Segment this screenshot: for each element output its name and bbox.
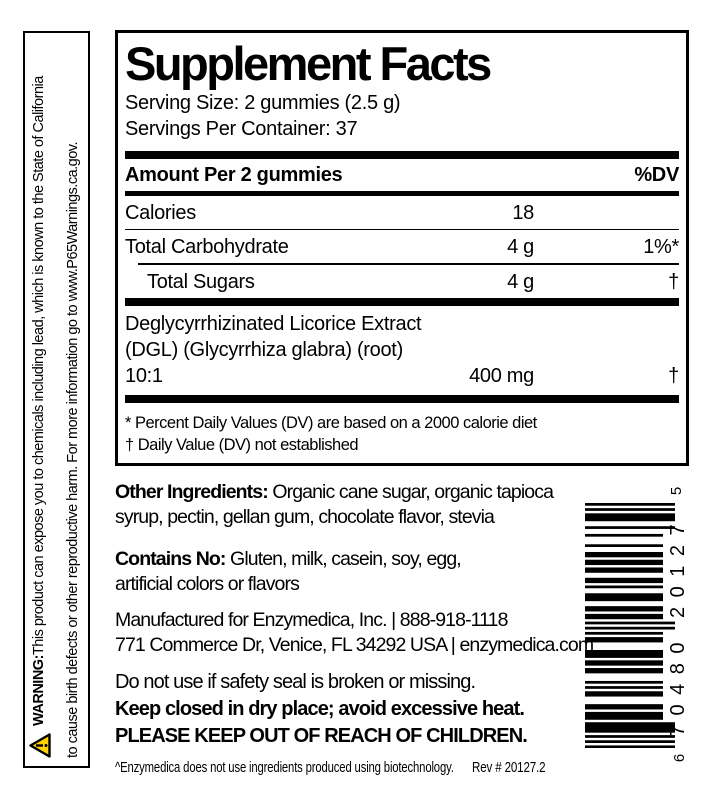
nutrient-amount: 4 g: [507, 270, 534, 293]
children-warning: PLEASE KEEP OUT OF REACH OF CHILDREN.: [115, 725, 528, 747]
nutrient-name: Total Carbohydrate: [125, 236, 289, 258]
ingredient-ratio: 10:1: [125, 364, 163, 387]
nutrient-amount: 18: [512, 202, 534, 224]
dv-header-label: %DV: [634, 164, 679, 186]
warning-label: WARNING:: [31, 655, 47, 726]
nutrient-row-calories: Calories 18: [125, 196, 679, 230]
ingredient-name-line2: (DGL) (Glycyrrhiza glabra) (root): [125, 338, 403, 361]
small-print-row: ^Enzymedica does not use ingredients pro…: [115, 759, 663, 777]
manufacturer-line2: 771 Commerce Dr, Venice, FL 34292 USA | …: [115, 634, 594, 656]
revision-number: Rev # 20127.2: [472, 760, 546, 776]
nutrient-row-carbohydrate: Total Carbohydrate 4 g 1%*: [125, 230, 679, 263]
upc-digit-first: 6: [671, 753, 688, 763]
nutrient-dv: †: [668, 270, 679, 293]
upc-digits-main: 70480 20127: [667, 514, 689, 737]
other-ingredients: Other Ingredients: Organic cane sugar, o…: [115, 481, 554, 528]
panel-title: Supplement Facts: [125, 37, 492, 90]
ingredient-name-line1: Deglycyrrhizinated Licorice Extract: [125, 312, 422, 335]
amount-header-row: Amount Per 2 gummies %DV: [125, 159, 679, 191]
supplement-facts-panel: Supplement Facts Serving Size: 2 gummies…: [115, 30, 689, 466]
revision-wrap: Rev # 20127.2: [472, 759, 564, 777]
safety-seal-notice: Do not use if safety seal is broken or m…: [115, 671, 476, 693]
other-ingredients-label: Other Ingredients:: [115, 481, 269, 503]
ingredient-row-dgl: Deglycyrrhizinated Licorice Extract (DGL…: [125, 306, 679, 395]
manufacturer-line1: Manufactured for Enzymedica, Inc. | 888-…: [115, 609, 508, 631]
biotech-note-wrap: ^Enzymedica does not use ingredients pro…: [115, 759, 467, 777]
contains-no-label: Contains No:: [115, 548, 226, 570]
nutrient-name: Calories: [125, 202, 196, 224]
nutrient-dv: 1%*: [643, 236, 679, 258]
prop65-warning-line1: WARNING: This product can expose you to …: [28, 41, 51, 758]
footnote-dv-basis: * Percent Daily Values (DV) are based on…: [125, 413, 537, 432]
nutrient-row-sugars: Total Sugars 4 g †: [125, 265, 679, 298]
upc-barcode: [585, 503, 675, 748]
serving-size: Serving Size: 2 gummies (2.5 g): [125, 92, 401, 114]
prop65-warning-line2: to cause birth defects or other reproduc…: [62, 41, 85, 758]
prop65-warning-box: WARNING: This product can expose you to …: [23, 31, 90, 768]
thick-rule: [125, 151, 679, 159]
medium-rule: [125, 191, 679, 196]
amount-per-label: Amount Per 2 gummies: [125, 164, 343, 186]
thick-rule: [125, 297, 679, 306]
storage-notice: Keep closed in dry place; avoid excessiv…: [115, 698, 525, 720]
manufacturer-info: Manufactured for Enzymedica, Inc. | 888-…: [115, 608, 663, 658]
nutrient-name: Total Sugars: [147, 270, 255, 293]
upc-digit-last: 5: [668, 486, 685, 496]
indented-rule: [138, 263, 679, 265]
footnote-dv-not-established: † Daily Value (DV) not established: [125, 435, 359, 454]
contains-no: Contains No: Gluten, milk, casein, soy, …: [115, 548, 462, 595]
warning-text-2: to cause birth defects or other reproduc…: [64, 142, 81, 758]
thick-rule: [125, 394, 679, 403]
ingredient-dv: †: [668, 364, 679, 387]
nutrient-amount: 4 g: [507, 236, 534, 258]
servings-per-container: Servings Per Container: 37: [125, 118, 358, 140]
warning-text-1: This product can expose you to chemicals…: [31, 76, 47, 656]
ingredient-amount: 400 mg: [469, 364, 534, 387]
ingredient-name-line3-row: 10:1 400 mg †: [125, 363, 679, 389]
warning-triangle-icon: [28, 733, 51, 758]
biotech-note: ^Enzymedica does not use ingredients pro…: [115, 760, 454, 776]
label-info-section: Other Ingredients: Organic cane sugar, o…: [115, 480, 663, 777]
panel-footnotes: * Percent Daily Values (DV) are based on…: [125, 403, 679, 456]
